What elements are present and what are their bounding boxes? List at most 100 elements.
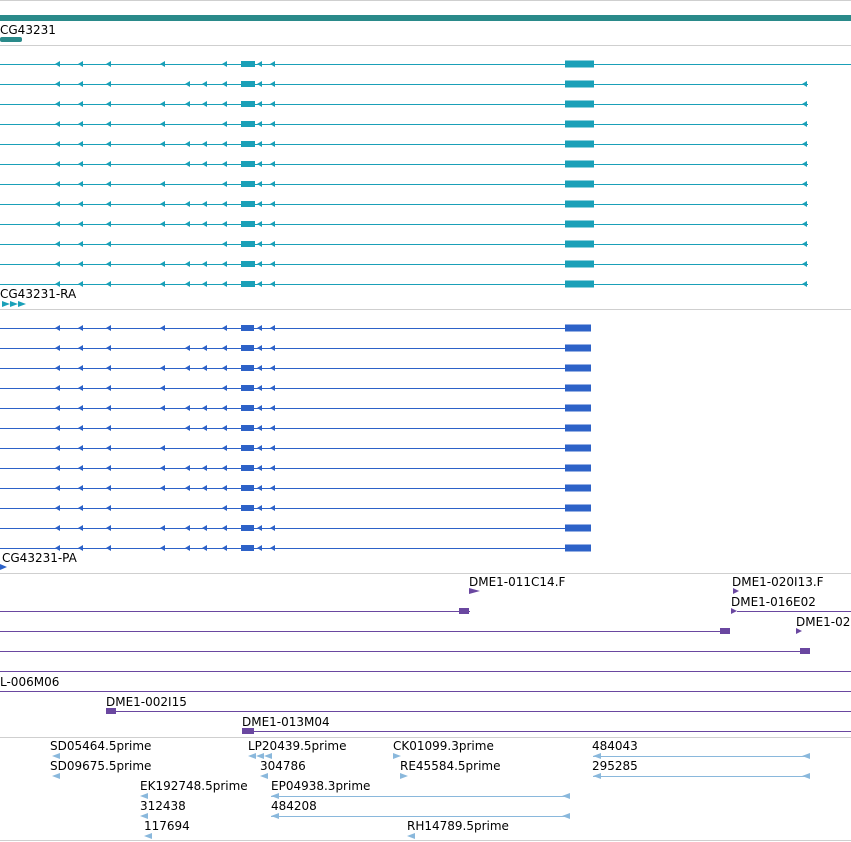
est-feature (802, 773, 810, 779)
exon (160, 405, 165, 411)
est-label[interactable]: RE45584.5prime (400, 759, 501, 773)
est-label[interactable]: EP04938.3prime (271, 779, 371, 793)
exon (257, 405, 262, 411)
exon (106, 141, 111, 147)
clone-label[interactable]: DME1-020I13.F (732, 575, 824, 589)
exon (55, 101, 60, 107)
est-feature (260, 773, 268, 779)
est-label[interactable]: 117694 (144, 819, 190, 833)
exon (55, 345, 60, 351)
exon (222, 525, 227, 531)
transcript-marker (10, 301, 18, 307)
est-label[interactable]: 312438 (140, 799, 186, 813)
exon (257, 365, 262, 371)
exon (106, 545, 111, 551)
exon (802, 161, 807, 167)
exon (270, 161, 275, 167)
protein-label[interactable]: CG43231-PA (2, 551, 77, 565)
bottom-separator (0, 840, 851, 841)
exon (257, 261, 262, 267)
exon (459, 608, 469, 614)
exon (55, 281, 60, 287)
exon (106, 445, 111, 451)
est-label[interactable]: 484208 (271, 799, 317, 813)
exon (565, 140, 594, 148)
exon (800, 648, 810, 654)
exon (185, 525, 190, 531)
exon (270, 61, 275, 67)
est-label[interactable]: SD09675.5prime (50, 759, 152, 773)
exon (270, 201, 275, 207)
exon (202, 81, 207, 87)
exon (55, 425, 60, 431)
est-label[interactable]: RH14789.5prime (407, 819, 509, 833)
exon (106, 525, 111, 531)
est-label[interactable]: 484043 (592, 739, 638, 753)
exon (55, 201, 60, 207)
exon (106, 201, 111, 207)
clone-label[interactable]: DME1-02 (796, 615, 851, 629)
exon (241, 161, 255, 167)
exon (185, 281, 190, 287)
exon (257, 61, 262, 67)
exon (185, 141, 190, 147)
exon (241, 365, 254, 371)
transcript-label[interactable]: CG43231-RA (0, 287, 77, 301)
exon (160, 221, 165, 227)
clone-label[interactable]: L-006M06 (0, 675, 60, 689)
exon (257, 161, 262, 167)
exon (565, 444, 591, 452)
exon (55, 325, 60, 331)
exon (185, 201, 190, 207)
exon (160, 465, 165, 471)
est-label[interactable]: SD05464.5prime (50, 739, 152, 753)
exon (565, 464, 591, 472)
exon (257, 505, 262, 511)
est-label[interactable]: 295285 (592, 759, 638, 773)
exon (160, 121, 165, 127)
exon (270, 425, 275, 431)
clone-marker (733, 588, 739, 594)
exon (222, 505, 227, 511)
exon (78, 525, 83, 531)
exon (270, 325, 275, 331)
est-label[interactable]: LP20439.5prime (248, 739, 347, 753)
exon (802, 201, 807, 207)
exon (202, 101, 207, 107)
exon (202, 345, 207, 351)
exon (55, 161, 60, 167)
exon (55, 405, 60, 411)
exon (241, 405, 254, 411)
exon (222, 545, 227, 551)
exon (270, 345, 275, 351)
est-feature (248, 753, 256, 759)
exon (78, 345, 83, 351)
exon (270, 221, 275, 227)
clone-label[interactable]: DME1-016E02 (731, 595, 816, 609)
exon (78, 405, 83, 411)
exon (202, 405, 207, 411)
exon (55, 485, 60, 491)
est-feature (52, 753, 60, 759)
est-label[interactable]: EK192748.5prime (140, 779, 248, 793)
exon (78, 141, 83, 147)
exon (565, 344, 591, 352)
exon (257, 485, 262, 491)
exon (106, 181, 111, 187)
est-feature (52, 773, 60, 779)
gene-label[interactable]: CG43231 (0, 23, 56, 37)
exon (185, 101, 190, 107)
clone-label[interactable]: DME1-011C14.F (469, 575, 566, 589)
exon (257, 465, 262, 471)
exon (222, 465, 227, 471)
clone-label[interactable]: DME1-013M04 (242, 715, 330, 729)
est-label[interactable]: 304786 (260, 759, 306, 773)
exon (106, 405, 111, 411)
exon (202, 545, 207, 551)
clone-marker (796, 628, 802, 634)
exon (241, 141, 255, 147)
exon (160, 281, 165, 287)
clone-label[interactable]: DME1-002I15 (106, 695, 187, 709)
est-label[interactable]: CK01099.3prime (393, 739, 494, 753)
